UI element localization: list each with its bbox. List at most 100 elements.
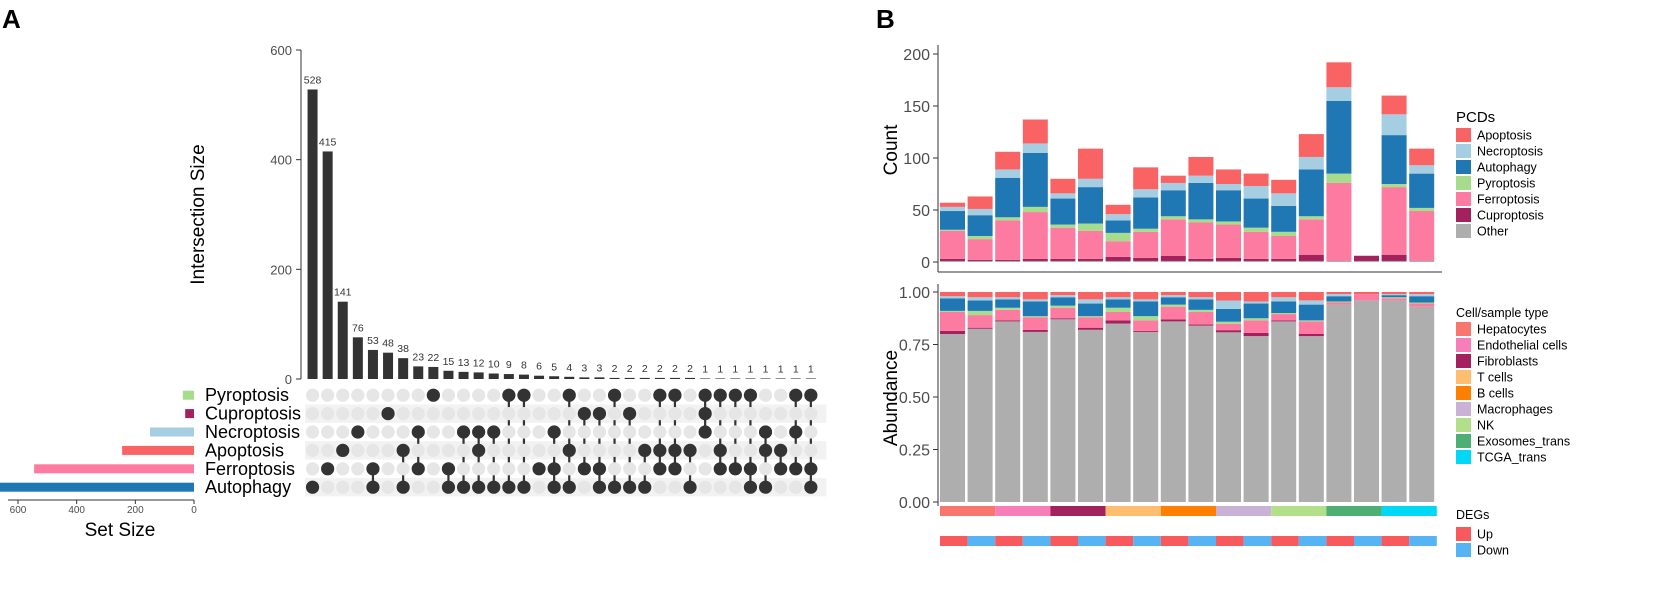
abundance-bar-segment <box>1050 307 1076 319</box>
intersection-bar <box>579 377 590 379</box>
matrix-dot-active <box>396 443 410 457</box>
abundance-bar-segment <box>967 315 993 328</box>
matrix-dot-inactive <box>638 388 652 402</box>
abundance-bar-segment <box>1409 296 1435 303</box>
abundance-bar-segment <box>1188 325 1214 502</box>
abundance-bar-segment <box>1050 319 1076 502</box>
matrix-dot-active <box>562 443 576 457</box>
matrix-dot-inactive <box>305 443 320 457</box>
matrix-dot-inactive <box>321 480 335 494</box>
abundance-bar-segment <box>1188 299 1214 310</box>
matrix-dot-inactive <box>789 443 803 457</box>
cell-type-strip <box>1160 506 1216 516</box>
abundance-bar-segment <box>995 299 1021 308</box>
count-bar-segment <box>1133 231 1159 258</box>
abundance-bar-segment <box>1326 292 1352 295</box>
count-bar-segment <box>1160 219 1186 256</box>
count-bar-segment <box>1326 62 1352 88</box>
matrix-dot-active <box>728 462 742 476</box>
count-bar-segment <box>1160 260 1186 262</box>
matrix-dot-active <box>411 425 425 439</box>
matrix-dot-active <box>698 407 712 421</box>
matrix-dot-active <box>547 462 561 476</box>
intersection-bar <box>715 378 726 379</box>
matrix-dot-inactive <box>804 407 818 421</box>
abundance-bar-segment <box>1326 301 1352 303</box>
abundance-bar-segment <box>1133 301 1159 317</box>
count-bar-segment <box>1243 173 1269 187</box>
intersection-bar <box>488 373 499 379</box>
matrix-dot-inactive <box>668 407 682 421</box>
count-bar-segment <box>967 196 993 209</box>
abundance-bar-segment <box>1133 316 1159 321</box>
intersection-bar-label: 2 <box>657 363 663 375</box>
count-bar-segment <box>1216 190 1241 222</box>
count-bar-segment <box>1160 175 1186 183</box>
count-bar-segment <box>940 260 965 262</box>
intersection-bar-label: 2 <box>672 363 678 375</box>
deg-legend-swatch <box>1456 543 1471 557</box>
matrix-dot-inactive <box>638 425 652 439</box>
count-bar-segment <box>1022 212 1048 259</box>
count-bar-segment <box>1326 100 1352 174</box>
abundance-bar-segment <box>1326 296 1352 302</box>
intersection-bar <box>428 366 439 379</box>
abundance-bar-segment <box>1326 294 1352 297</box>
abundance-bar-segment <box>1160 297 1186 305</box>
matrix-dot-inactive <box>728 480 742 494</box>
count-bar-segment <box>1381 254 1407 261</box>
matrix-dot-inactive <box>698 443 712 457</box>
intersection-bar-label: 2 <box>687 363 693 375</box>
matrix-dot-active <box>804 388 818 402</box>
count-bar-segment <box>1326 173 1352 183</box>
count-bar-segment <box>1326 182 1352 261</box>
deg-strip <box>1271 536 1299 546</box>
intersection-bar-label: 528 <box>304 74 322 86</box>
intersection-bar-label: 1 <box>748 363 754 375</box>
intersection-bar <box>518 374 529 379</box>
abundance-bar-segment <box>1216 292 1241 301</box>
deg-strip <box>1133 536 1161 546</box>
cell-type-strip <box>1326 506 1382 516</box>
deg-legend-title: DEGs <box>1456 508 1489 522</box>
count-bar-segment <box>1133 260 1159 262</box>
abundance-bar-segment <box>1050 305 1076 308</box>
abundance-bar-segment <box>1160 304 1186 307</box>
count-bar-segment <box>1022 206 1048 213</box>
matrix-dot-active <box>592 480 607 494</box>
matrix-dot-inactive <box>381 443 395 457</box>
count-bar-segment <box>1298 254 1324 261</box>
count-bar-segment <box>1133 189 1159 198</box>
deg-strip <box>1160 536 1189 546</box>
matrix-dot-active <box>774 462 788 476</box>
set-label-apoptosis: Apoptosis <box>205 440 284 460</box>
matrix-dot-inactive <box>441 388 456 402</box>
abundance-y-tick-label: 0.50 <box>899 390 930 407</box>
matrix-dot-inactive <box>441 407 456 421</box>
pcd-legend-label: Autophagy <box>1477 161 1538 175</box>
matrix-dot-active <box>789 462 803 476</box>
matrix-dot-inactive <box>472 388 486 402</box>
matrix-dot-inactive <box>623 462 637 476</box>
intersection-bar <box>458 371 469 379</box>
intersection-bar <box>790 378 801 379</box>
matrix-dot-active <box>804 480 818 494</box>
matrix-dot-inactive <box>366 388 380 402</box>
matrix-dot-inactive <box>668 425 682 439</box>
matrix-dot-active <box>668 462 682 476</box>
count-bar-segment <box>940 230 965 259</box>
count-bar-segment <box>1022 119 1048 144</box>
deg-legend-label: Up <box>1477 528 1493 542</box>
count-bar-segment <box>1381 135 1407 184</box>
cell-legend-label: Macrophages <box>1477 403 1553 417</box>
abundance-bar-segment <box>1160 306 1186 320</box>
cell-legend-swatch <box>1456 322 1471 336</box>
set-size-title: Set Size <box>85 520 156 541</box>
cell-legend-label: B cells <box>1477 387 1514 401</box>
matrix-dot-inactive <box>502 443 516 457</box>
set-size-tick-label: 200 <box>127 505 144 516</box>
abundance-bar-segment <box>995 309 1021 321</box>
deg-legend-label: Down <box>1477 544 1509 558</box>
count-y-tick-label: 0 <box>921 255 930 272</box>
matrix-dot-active <box>683 443 697 457</box>
